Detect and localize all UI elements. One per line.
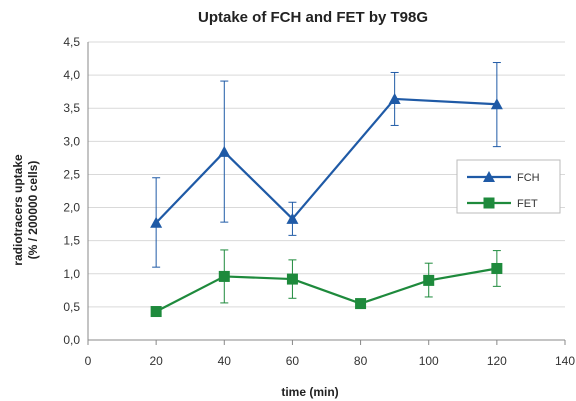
legend-item-fch: FCH (467, 171, 540, 184)
y-tick-label: 2,0 (63, 201, 80, 215)
x-tick-label: 60 (286, 354, 300, 368)
x-tick-label: 0 (85, 354, 92, 368)
y-axis-title: radiotracers uptake (% / 200000 cells) (11, 154, 40, 266)
y-axis-title-line2: (% / 200000 cells) (26, 161, 40, 260)
y-tick-label: 2,5 (63, 167, 80, 181)
fch-point (218, 145, 231, 157)
x-tick-label: 80 (354, 354, 368, 368)
y-tick-label: 4,0 (63, 68, 80, 82)
x-tick-label: 40 (218, 354, 232, 368)
fch-line (155, 97, 497, 224)
legend-marker-fet (483, 197, 495, 209)
x-axis-title: time (min) (281, 385, 338, 399)
chart-title: Uptake of FCH and FET by T98G (198, 9, 428, 26)
fch-point (150, 216, 163, 228)
fet-line (155, 267, 498, 313)
series-fch (150, 62, 503, 268)
y-tick-label: 3,5 (63, 101, 80, 115)
fch-point (286, 212, 299, 224)
x-tick-label: 120 (487, 354, 507, 368)
y-tick-label: 1,0 (63, 267, 80, 281)
y-tick-label: 1,5 (63, 234, 80, 248)
legend-box (456, 159, 561, 214)
fet-point (491, 262, 503, 274)
y-tick-label: 4,5 (63, 35, 80, 49)
y-axis-title-line1: radiotracers uptake (11, 154, 25, 266)
x-tick-label: 20 (149, 354, 163, 368)
y-tick-label: 0,5 (63, 300, 80, 314)
fet-point (355, 298, 367, 310)
fet-point (218, 270, 230, 282)
legend: FCH FET (456, 159, 561, 214)
plot-area (150, 62, 503, 318)
x-tick-label: 100 (419, 354, 439, 368)
fch-point (388, 92, 401, 104)
fet-point (150, 306, 162, 318)
legend-label-fch: FCH (517, 172, 540, 184)
fet-point (286, 273, 298, 285)
y-tick-label: 3,0 (63, 134, 80, 148)
legend-item-fet: FET (467, 197, 538, 210)
axes: 0,0 0,5 1,0 1,5 2,0 2,5 3,0 3,5 4,0 4,5 0 20 40 60 80 1… (63, 35, 575, 368)
fet-point (423, 274, 435, 286)
fch-point (490, 98, 503, 110)
y-tick-label: 0,0 (63, 333, 80, 347)
x-tick-label: 140 (555, 354, 575, 368)
series-fet (150, 249, 503, 318)
legend-marker-fch (483, 171, 495, 182)
legend-label-fet: FET (517, 198, 538, 210)
